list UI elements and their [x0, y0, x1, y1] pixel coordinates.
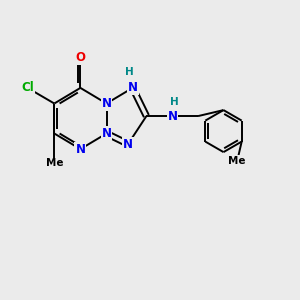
Text: N: N	[101, 127, 112, 140]
Text: H: H	[124, 67, 134, 77]
Text: Cl: Cl	[21, 81, 34, 94]
Text: Me: Me	[46, 158, 63, 169]
Text: Me: Me	[228, 156, 246, 166]
Text: N: N	[128, 81, 138, 94]
Text: N: N	[101, 97, 112, 110]
Text: N: N	[75, 142, 85, 156]
Text: N: N	[167, 110, 178, 123]
Text: H: H	[169, 97, 178, 107]
Text: N: N	[123, 137, 133, 151]
Text: O: O	[75, 51, 85, 64]
